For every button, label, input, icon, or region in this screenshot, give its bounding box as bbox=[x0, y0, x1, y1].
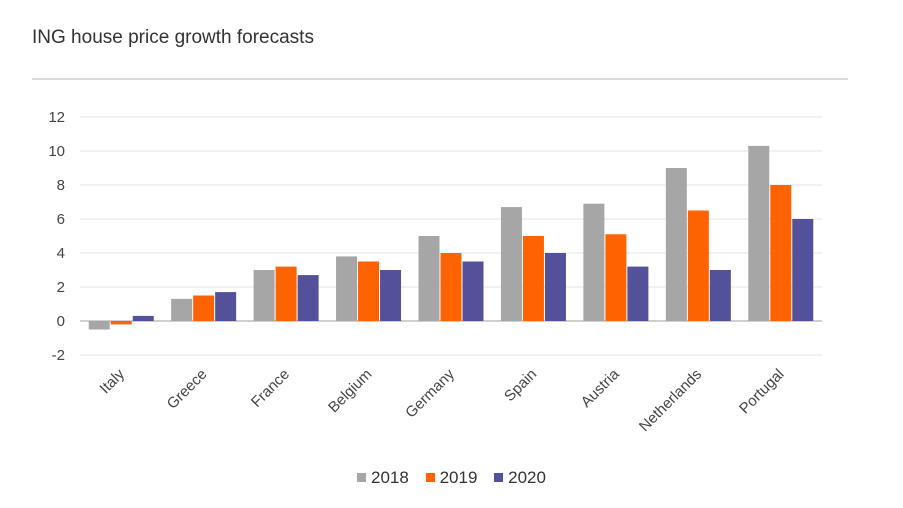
legend-item-2020: 2020 bbox=[494, 468, 546, 488]
x-tick-label-netherlands: Netherlands bbox=[636, 366, 705, 435]
y-tick-label: 2 bbox=[57, 279, 65, 296]
legend-item-2018: 2018 bbox=[357, 468, 409, 488]
x-tick-label-portugal: Portugal bbox=[736, 366, 788, 418]
bar-2019-france bbox=[275, 266, 297, 321]
x-tick-label-france: France bbox=[248, 366, 293, 411]
bar-chart: -2 0 2 4 6 8 10 12 Italy Greece France Belgium Germ… bbox=[48, 109, 822, 435]
legend-swatch-2020 bbox=[494, 473, 504, 483]
bar-2019-spain bbox=[522, 236, 544, 321]
bar-2019-belgium bbox=[358, 261, 380, 321]
legend-label-2019: 2019 bbox=[439, 468, 478, 487]
bar-2019-italy bbox=[110, 321, 132, 325]
bar-2019-austria bbox=[605, 234, 627, 321]
legend-label-2018: 2018 bbox=[371, 468, 409, 487]
bar-2019-greece bbox=[193, 295, 215, 321]
legend-label-2020: 2020 bbox=[508, 468, 546, 487]
bar-2018-portugal bbox=[748, 145, 770, 321]
y-tick-label: 6 bbox=[57, 211, 65, 228]
bar-2020-germany bbox=[462, 261, 484, 321]
bar-2020-greece bbox=[215, 292, 237, 321]
y-tick-label: 12 bbox=[48, 109, 65, 126]
bar-2018-germany bbox=[418, 236, 440, 321]
legend: 2018 2019 2020 bbox=[0, 468, 903, 488]
y-tick-label: 8 bbox=[57, 177, 65, 194]
y-tick-label: 4 bbox=[57, 245, 65, 262]
bars bbox=[88, 145, 814, 330]
x-tick-label-belgium: Belgium bbox=[325, 366, 375, 416]
bar-2018-belgium bbox=[336, 256, 358, 321]
y-tick-label: 10 bbox=[48, 143, 65, 160]
x-axis-labels: Italy Greece France Belgium Germany Spain Aust… bbox=[97, 365, 788, 435]
x-tick-label-germany: Germany bbox=[402, 365, 458, 421]
bar-2020-belgium bbox=[380, 270, 402, 321]
bar-2020-france bbox=[297, 275, 319, 321]
bar-2020-portugal bbox=[792, 219, 814, 321]
bar-2018-france bbox=[253, 270, 275, 321]
bar-2020-italy bbox=[132, 315, 154, 321]
x-tick-label-italy: Italy bbox=[97, 365, 129, 397]
bar-2018-italy bbox=[88, 321, 110, 330]
x-tick-label-spain: Spain bbox=[501, 366, 540, 405]
title-divider bbox=[32, 78, 848, 80]
x-tick-label-greece: Greece bbox=[164, 366, 211, 413]
bar-2020-austria bbox=[627, 266, 649, 321]
bar-2020-spain bbox=[544, 253, 566, 321]
x-tick-label-austria: Austria bbox=[578, 365, 623, 410]
bar-2019-portugal bbox=[770, 185, 792, 321]
bar-2019-netherlands bbox=[687, 210, 709, 321]
chart-title: ING house price growth forecasts bbox=[32, 27, 314, 48]
bar-2018-austria bbox=[583, 203, 605, 321]
bar-2020-netherlands bbox=[709, 270, 731, 321]
legend-swatch-2018 bbox=[357, 473, 367, 483]
bar-2018-netherlands bbox=[665, 168, 687, 321]
y-tick-label: 0 bbox=[57, 313, 65, 330]
y-axis-ticks: -2 0 2 4 6 8 10 12 bbox=[48, 109, 65, 364]
y-tick-label: -2 bbox=[52, 347, 65, 364]
bar-2018-greece bbox=[171, 298, 193, 321]
bar-2019-germany bbox=[440, 253, 462, 321]
legend-swatch-2019 bbox=[425, 473, 435, 483]
bar-2018-spain bbox=[500, 207, 522, 321]
legend-item-2019: 2019 bbox=[425, 468, 478, 488]
